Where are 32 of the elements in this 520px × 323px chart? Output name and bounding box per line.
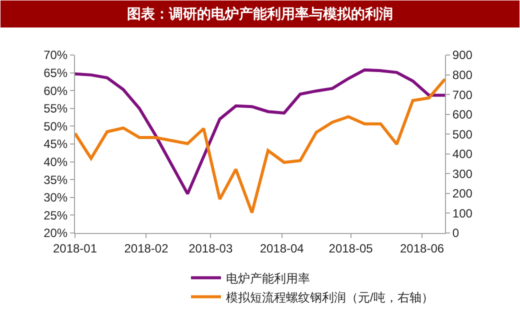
y-tick-label: 20% — [44, 226, 68, 240]
y-tick-label: 65% — [44, 66, 68, 80]
y-tick-label: 55% — [44, 102, 68, 116]
x-tick-label: 2018-04 — [260, 241, 304, 256]
y-tick-label: 25% — [44, 208, 68, 222]
chart-title: 图表：调研的电炉产能利用率与模拟的利润 — [127, 6, 393, 22]
y2-tick-label: 600 — [452, 108, 473, 122]
line-series — [75, 78, 445, 214]
y2-tick-label: 100 — [452, 206, 473, 220]
y2-tick-label: 900 — [452, 48, 473, 62]
y-tick-label: 30% — [44, 190, 68, 205]
y2-tick-label: 0 — [452, 226, 460, 240]
y2-tick-label: 400 — [452, 147, 473, 162]
y-tick-label: 60% — [44, 84, 68, 98]
y-tick-label: 50% — [44, 119, 68, 134]
y2-tick-label: 300 — [452, 166, 473, 181]
y2-tick-label: 500 — [452, 127, 473, 142]
y2-tick-label: 200 — [452, 186, 473, 201]
x-tick-label: 2018-03 — [188, 241, 233, 256]
x-tick-label: 2018-01 — [52, 241, 98, 256]
legend-label: 电炉产能利用率 — [226, 271, 310, 286]
line-series — [75, 68, 445, 196]
x-tick-label: 2018-02 — [124, 241, 169, 256]
y-tick-label: 70% — [44, 48, 68, 62]
y2-tick-label: 800 — [452, 68, 473, 82]
legend-label: 模拟短流程螺纹钢利润（元/吨，右轴） — [226, 290, 434, 304]
y2-tick-label: 700 — [452, 88, 473, 102]
y-tick-label: 35% — [44, 172, 68, 187]
x-tick-label: 2018-06 — [400, 241, 444, 256]
x-tick-label: 2018-05 — [328, 241, 374, 256]
y-tick-label: 40% — [44, 155, 68, 169]
y-tick-label: 45% — [44, 137, 68, 152]
